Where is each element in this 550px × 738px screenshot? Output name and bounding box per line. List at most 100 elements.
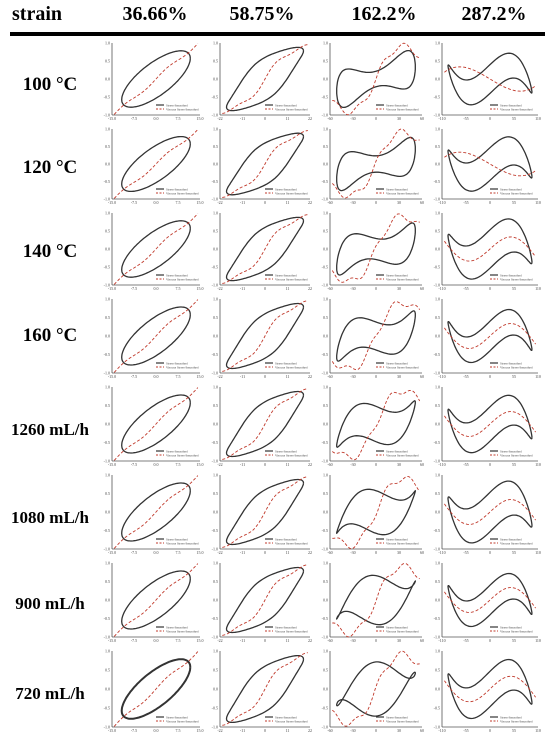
y-tick-label: -0.5 bbox=[104, 95, 110, 100]
legend-stress-label: Stress-Smoothed bbox=[166, 537, 188, 541]
viscous-stress-curve bbox=[331, 128, 420, 199]
legend-stress-label: Stress-Smoothed bbox=[386, 361, 408, 365]
legend-stress-label: Stress-Smoothed bbox=[386, 273, 408, 277]
x-tick-label: 0 bbox=[375, 286, 377, 291]
panel-r6-c1: 1.0 0.5 0.0 -0.5 -1.0-15.0 -7.5 0.0 7.5 15.0 Stre… bbox=[104, 473, 204, 556]
y-tick-label: 1.0 bbox=[105, 385, 110, 390]
x-tick-label: -7.5 bbox=[131, 550, 137, 555]
y-tick-label: -0.5 bbox=[434, 706, 440, 711]
x-tick-label: 7.5 bbox=[176, 550, 181, 555]
x-tick-label: -11 bbox=[240, 374, 245, 379]
y-tick-label: 0.0 bbox=[105, 598, 110, 603]
x-tick-label: 11 bbox=[286, 550, 290, 555]
x-tick-label: 7.5 bbox=[176, 728, 181, 733]
y-tick-label: -1.0 bbox=[104, 113, 110, 118]
stress-loop bbox=[225, 478, 305, 546]
y-tick-label: 1.0 bbox=[323, 649, 328, 654]
viscous-stress-curve bbox=[113, 299, 199, 373]
panel-r2-c4: 1.0 0.5 0.0 -0.5 -1.0-110 -55 0 55 110 Stress-Smo… bbox=[434, 127, 541, 206]
x-tick-label: 30 bbox=[397, 286, 401, 291]
y-tick-label: -1.0 bbox=[212, 459, 218, 464]
viscous-stress-curve bbox=[332, 389, 421, 461]
viscous-stress-curve bbox=[444, 587, 536, 613]
y-tick-label: -0.5 bbox=[434, 616, 440, 621]
x-tick-label: 7.5 bbox=[176, 286, 181, 291]
x-tick-label: 0 bbox=[264, 462, 266, 467]
y-tick-label: 1.0 bbox=[213, 385, 218, 390]
x-tick-label: -55 bbox=[463, 116, 468, 121]
x-tick-label: -11 bbox=[240, 200, 245, 205]
x-tick-label: 0 bbox=[264, 286, 266, 291]
y-tick-label: -0.5 bbox=[104, 265, 110, 270]
y-tick-label: 0.0 bbox=[435, 510, 440, 515]
legend-stress-label: Stress-Smoothed bbox=[500, 361, 522, 365]
panel-r4-c1: 1.0 0.5 0.0 -0.5 -1.0-15.0 -7.5 0.0 7.5 15.0 Stre… bbox=[104, 297, 204, 380]
stress-loop bbox=[225, 302, 305, 370]
y-tick-label: 0.5 bbox=[105, 59, 110, 64]
row-label-7: 900 mL/h bbox=[15, 594, 85, 613]
legend-stress-label: Stress-Smoothed bbox=[500, 187, 522, 191]
x-tick-label: 55 bbox=[512, 286, 516, 291]
y-tick-label: 1.0 bbox=[435, 385, 440, 390]
legend-stress-label: Stress-Smoothed bbox=[275, 715, 297, 719]
y-tick-label: 0.0 bbox=[213, 247, 218, 252]
viscous-stress-curve bbox=[113, 651, 199, 727]
y-tick-label: 0.0 bbox=[213, 77, 218, 82]
panel-r3-c1: 1.0 0.5 0.0 -0.5 -1.0-15.0 -7.5 0.0 7.5 15.0 Stre… bbox=[104, 211, 204, 292]
y-tick-label: -0.5 bbox=[104, 706, 110, 711]
row-label-2: 120 °C bbox=[22, 157, 78, 178]
legend-stress-label: Stress-Smoothed bbox=[166, 715, 188, 719]
x-tick-label: 15.0 bbox=[197, 638, 204, 643]
y-tick-label: 0.5 bbox=[213, 668, 218, 673]
panel-r2-c3: 1.0 0.5 0.0 -0.5 -1.0-60 -30 0 30 60 Stress-Smoot… bbox=[322, 127, 424, 206]
x-tick-label: -11 bbox=[240, 286, 245, 291]
panel-r2-c1: 1.0 0.5 0.0 -0.5 -1.0-15.0 -7.5 0.0 7.5 15.0 Stre… bbox=[104, 127, 204, 206]
viscous-stress-curve bbox=[222, 652, 308, 726]
y-tick-label: -0.5 bbox=[104, 440, 110, 445]
y-tick-label: 0.0 bbox=[435, 422, 440, 427]
y-tick-label: -0.5 bbox=[212, 179, 218, 184]
row-label-8: 720 mL/h bbox=[15, 684, 85, 703]
stress-loop bbox=[225, 216, 305, 282]
row-label-6: 1080 mL/h bbox=[11, 508, 89, 527]
header-col-2: 58.75% bbox=[229, 3, 295, 25]
legend-viscous-label: Viscous Stress-Smoothed bbox=[166, 719, 199, 723]
stress-loop bbox=[121, 306, 191, 366]
x-tick-label: -60 bbox=[327, 200, 332, 205]
y-tick-label: -0.5 bbox=[212, 440, 218, 445]
y-tick-label: -1.0 bbox=[434, 547, 440, 552]
x-tick-label: 7.5 bbox=[176, 200, 181, 205]
x-tick-label: -11 bbox=[240, 116, 245, 121]
panel-r3-c3: 1.0 0.5 0.0 -0.5 -1.0-60 -30 0 30 60 Stress-Smoot… bbox=[322, 211, 424, 292]
stress-loop bbox=[336, 574, 416, 626]
x-tick-label: -55 bbox=[463, 728, 468, 733]
legend-viscous-label: Viscous Stress-Smoothed bbox=[386, 277, 419, 281]
y-tick-label: 0.0 bbox=[105, 510, 110, 515]
x-tick-label: -22 bbox=[217, 200, 222, 205]
x-tick-label: 22 bbox=[308, 200, 312, 205]
y-tick-label: -0.5 bbox=[104, 616, 110, 621]
y-tick-label: 1.0 bbox=[435, 473, 440, 478]
x-tick-label: -30 bbox=[350, 374, 355, 379]
y-tick-label: 0.5 bbox=[435, 579, 440, 584]
y-tick-label: 0.5 bbox=[323, 229, 328, 234]
y-tick-label: -1.0 bbox=[212, 371, 218, 376]
x-tick-label: 0.0 bbox=[154, 462, 159, 467]
x-tick-label: 30 bbox=[397, 462, 401, 467]
viscous-stress-curve bbox=[113, 475, 199, 549]
x-tick-label: -30 bbox=[350, 462, 355, 467]
viscous-stress-curve bbox=[332, 650, 420, 727]
x-tick-label: 110 bbox=[535, 728, 541, 733]
x-tick-label: 110 bbox=[535, 200, 541, 205]
legend-viscous-label: Viscous Stress-Smoothed bbox=[500, 629, 533, 633]
legend-viscous-label: Viscous Stress-Smoothed bbox=[386, 453, 419, 457]
x-tick-label: -110 bbox=[438, 728, 445, 733]
x-tick-label: 22 bbox=[308, 638, 312, 643]
viscous-stress-curve bbox=[444, 236, 536, 262]
x-tick-label: 60 bbox=[420, 550, 424, 555]
y-tick-label: 1.0 bbox=[323, 561, 328, 566]
y-tick-label: 1.0 bbox=[323, 211, 328, 216]
y-tick-label: 0.0 bbox=[323, 247, 328, 252]
y-tick-label: -0.5 bbox=[434, 528, 440, 533]
legend-stress-label: Stress-Smoothed bbox=[275, 273, 297, 277]
